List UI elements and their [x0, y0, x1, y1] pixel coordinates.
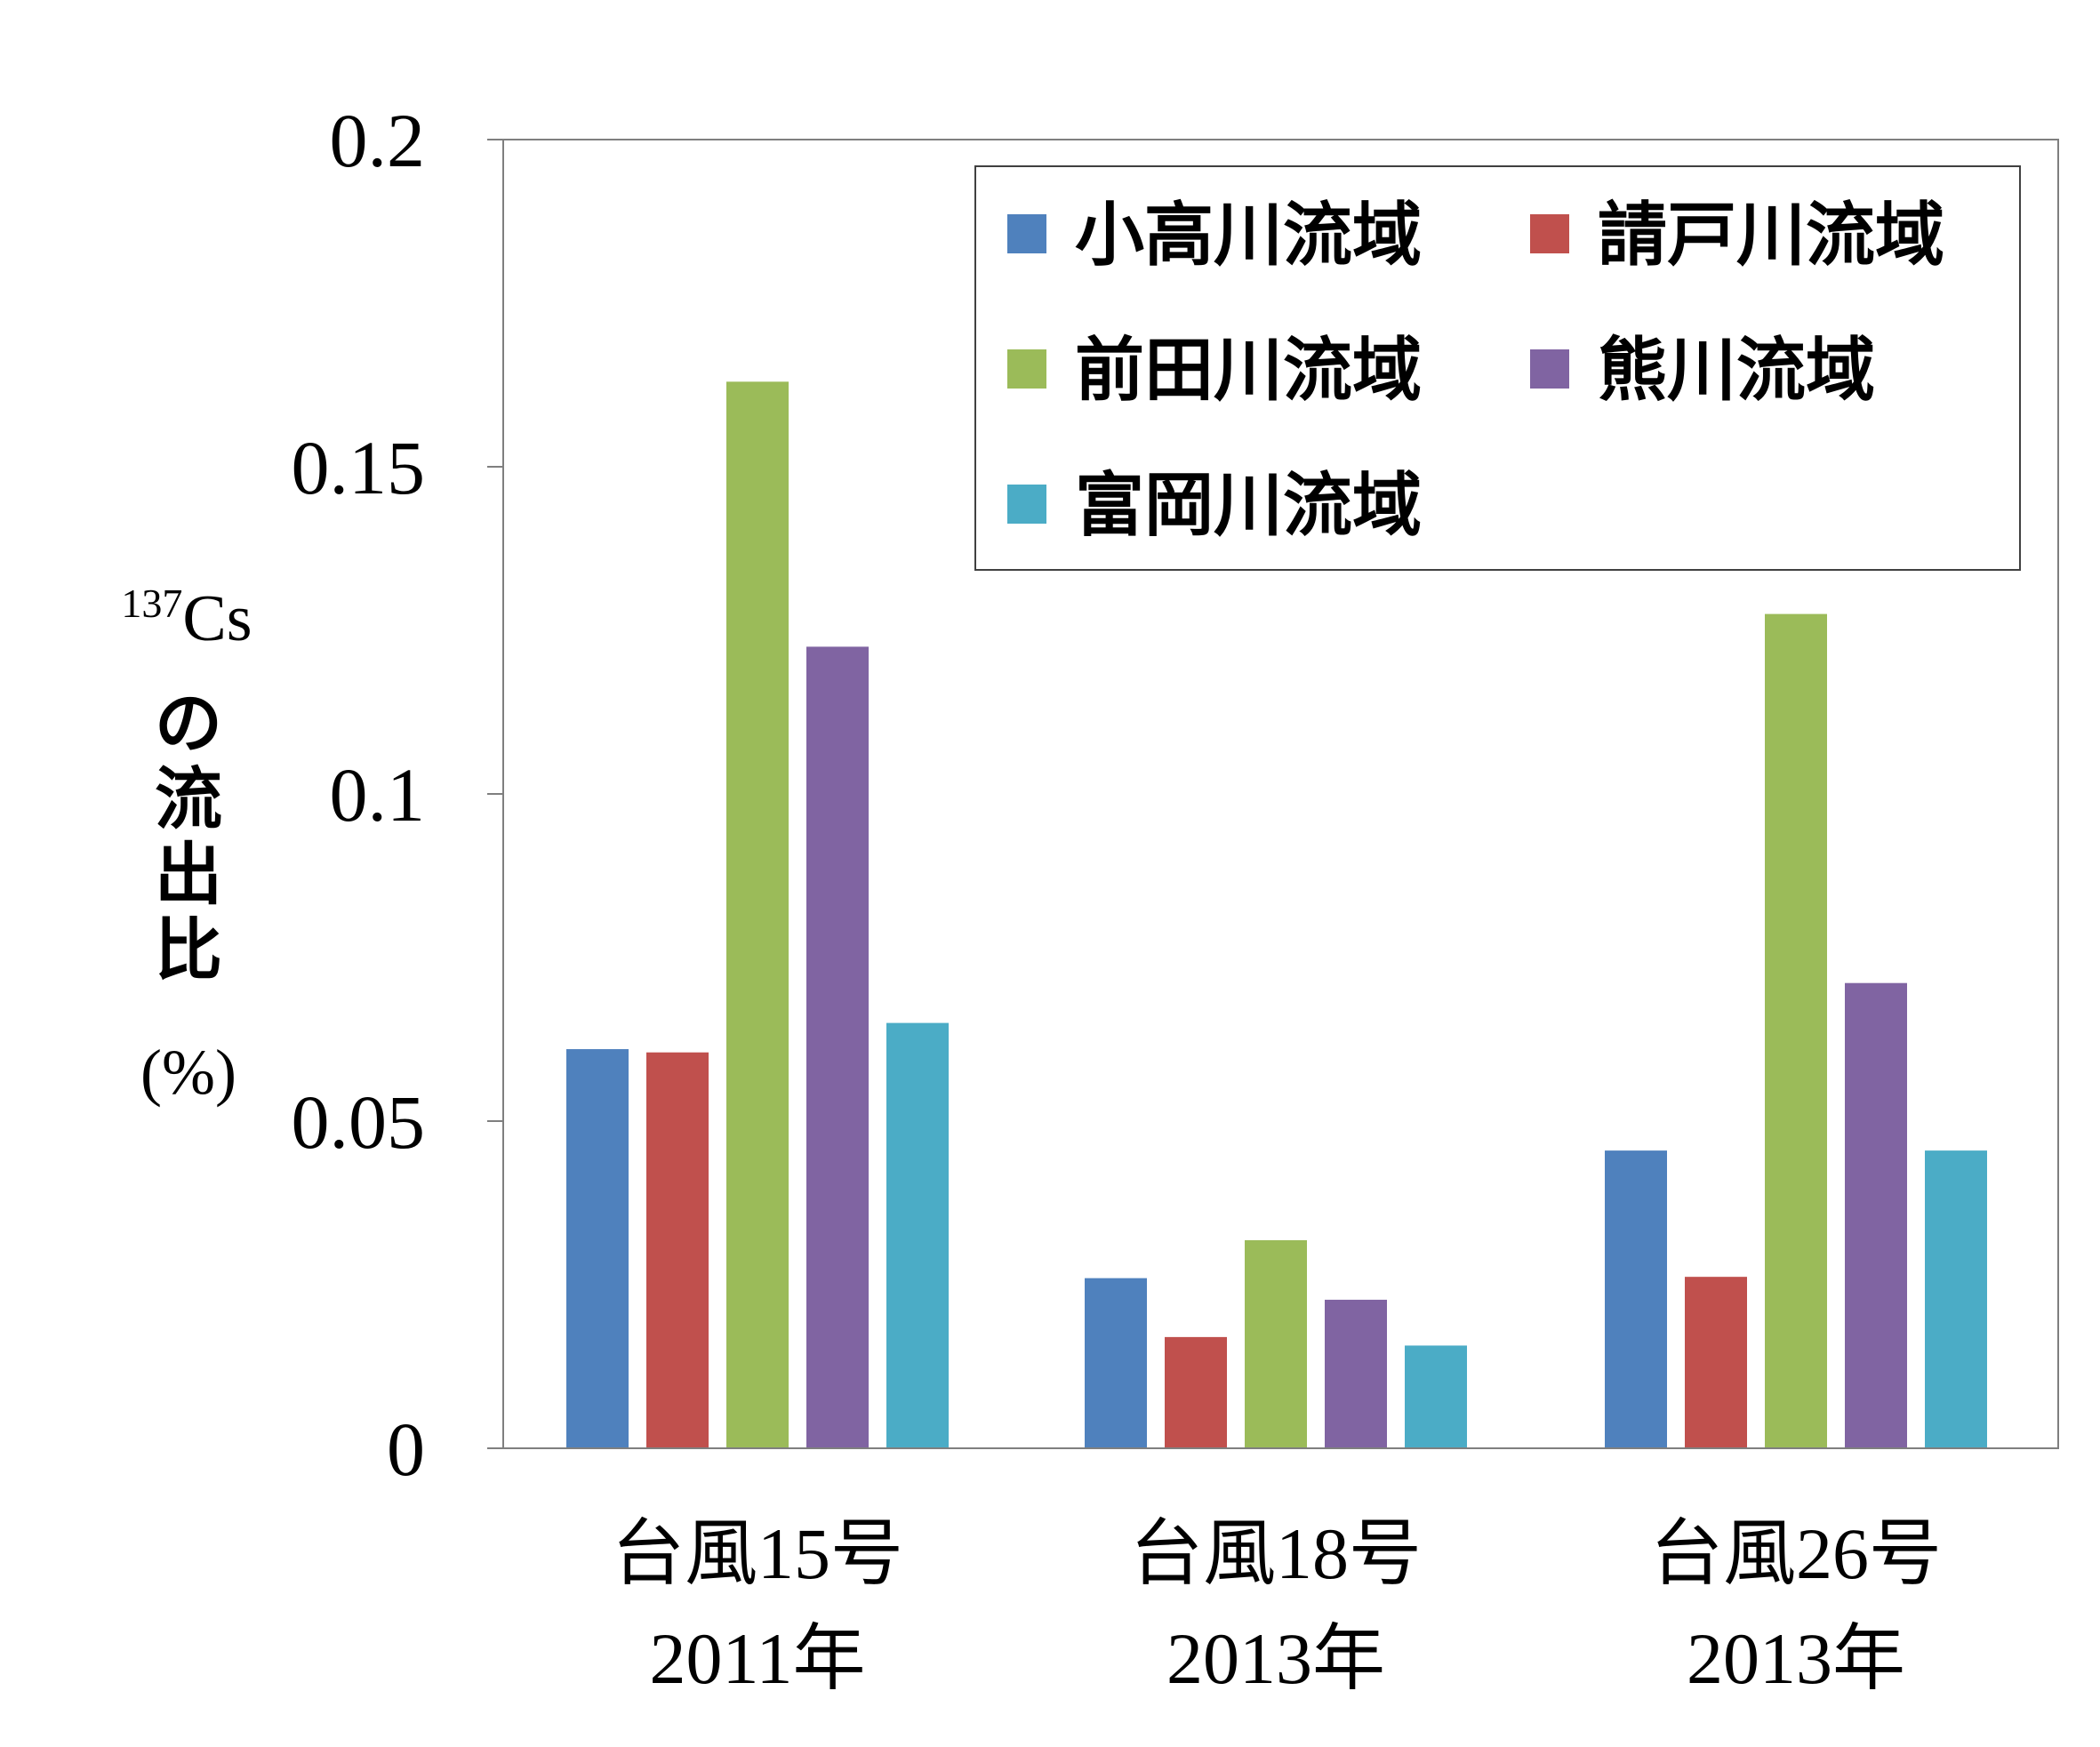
legend-label: 富岡川流域: [1075, 466, 1422, 546]
legend-swatch: [1530, 214, 1569, 253]
bar: [1685, 1277, 1747, 1448]
x-axis-category-label-line2: 2013年: [1166, 1618, 1385, 1699]
legend-swatch: [1007, 485, 1046, 524]
legend-frame: [974, 165, 2021, 571]
bar: [646, 1052, 709, 1448]
x-axis-category-label-line2: 2013年: [1687, 1618, 1905, 1699]
y-axis-tick-label: 0: [387, 1406, 425, 1492]
bar: [1845, 982, 1907, 1448]
y-axis-label-unit: (%): [140, 1037, 236, 1108]
bar: [1765, 613, 1827, 1448]
x-axis-category-label-line1: 台風18号: [1130, 1513, 1422, 1594]
bar: [806, 646, 869, 1448]
x-axis-category-label-line1: 台風26号: [1650, 1513, 1942, 1594]
y-axis-ticks: [487, 139, 503, 1449]
y-axis-label-char-1: の: [155, 684, 222, 763]
y-axis-tick-labels: 0 0.05 0.1 0.15 0.2: [292, 98, 426, 1492]
y-axis-tick-label: 0.2: [330, 98, 426, 183]
x-axis-category-label-line1: 台風15号: [612, 1513, 903, 1594]
bar: [886, 1022, 949, 1448]
y-axis-label-isotope-symbol: Cs: [182, 582, 252, 655]
y-axis-tick-label: 0.1: [330, 752, 426, 837]
legend-label: 前田川流域: [1075, 331, 1422, 411]
x-axis-category-labels: 台風15号 2011年 台風18号 2013年 台風26号 2013年: [612, 1513, 1942, 1699]
bar: [1405, 1345, 1467, 1448]
x-axis-category-label-line2: 2011年: [650, 1618, 866, 1699]
legend-label: 熊川流域: [1598, 331, 1875, 411]
legend-swatch: [1007, 214, 1046, 253]
bar: [1085, 1278, 1147, 1448]
bar: [726, 381, 789, 1448]
y-axis-tick-label: 0.05: [292, 1079, 426, 1165]
y-axis-label-isotope-superscript: 137: [121, 581, 182, 626]
y-axis-label-char-2: 流: [155, 759, 222, 838]
bar: [1325, 1299, 1387, 1448]
bars: [566, 381, 1987, 1448]
legend-swatch: [1007, 349, 1046, 389]
bar: [1925, 1150, 1987, 1448]
legend-label: 請戸川流域: [1598, 196, 1944, 276]
bar: [566, 1049, 629, 1448]
bar: [1165, 1336, 1227, 1448]
y-axis-label-char-4: 比: [155, 910, 222, 990]
bar: [1605, 1150, 1667, 1448]
y-axis-tick-label: 0.15: [292, 425, 426, 510]
legend-label: 小高川流域: [1075, 196, 1422, 276]
y-axis-label-char-3: 出: [155, 835, 222, 914]
legend-swatch: [1530, 349, 1569, 389]
y-axis-label: 137Cs の 流 出 比 (%): [121, 581, 252, 1108]
bar: [1245, 1239, 1307, 1448]
y-axis-label-isotope: 137Cs: [121, 581, 252, 655]
